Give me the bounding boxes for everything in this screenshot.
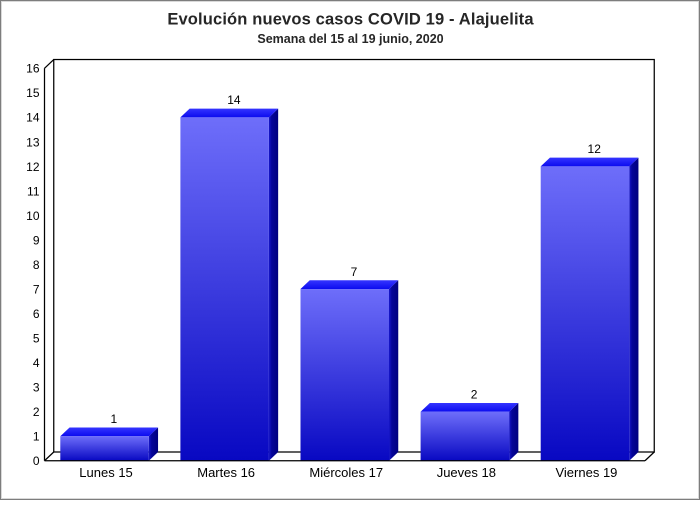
- svg-text:Semana del 15 al 19 junio, 202: Semana del 15 al 19 junio, 2020: [257, 32, 443, 46]
- svg-text:14: 14: [26, 111, 40, 125]
- svg-text:12: 12: [588, 142, 602, 156]
- svg-text:7: 7: [351, 265, 358, 279]
- svg-text:11: 11: [27, 184, 40, 198]
- svg-text:3: 3: [33, 381, 40, 395]
- svg-text:Martes 16: Martes 16: [197, 465, 255, 480]
- svg-text:6: 6: [33, 307, 40, 321]
- svg-text:0: 0: [33, 454, 40, 468]
- svg-text:Lunes 15: Lunes 15: [79, 465, 133, 480]
- svg-text:7: 7: [33, 282, 40, 296]
- svg-text:14: 14: [227, 93, 241, 107]
- svg-text:13: 13: [26, 135, 40, 149]
- svg-text:Miércoles 17: Miércoles 17: [309, 465, 383, 480]
- svg-text:2: 2: [471, 387, 478, 401]
- svg-text:8: 8: [33, 258, 40, 272]
- svg-text:2: 2: [33, 405, 40, 419]
- svg-text:15: 15: [26, 86, 40, 100]
- svg-text:4: 4: [33, 356, 40, 370]
- svg-text:Jueves 18: Jueves 18: [437, 465, 496, 480]
- svg-text:1: 1: [110, 412, 117, 426]
- svg-text:Viernes 19: Viernes 19: [555, 465, 617, 480]
- svg-text:1: 1: [33, 430, 40, 444]
- svg-text:12: 12: [26, 160, 40, 174]
- svg-text:16: 16: [26, 62, 40, 76]
- svg-text:Evolución nuevos casos COVID 1: Evolución nuevos casos COVID 19 - Alajue…: [167, 10, 534, 28]
- svg-text:5: 5: [33, 332, 40, 346]
- svg-text:9: 9: [33, 233, 40, 247]
- svg-text:10: 10: [26, 209, 40, 223]
